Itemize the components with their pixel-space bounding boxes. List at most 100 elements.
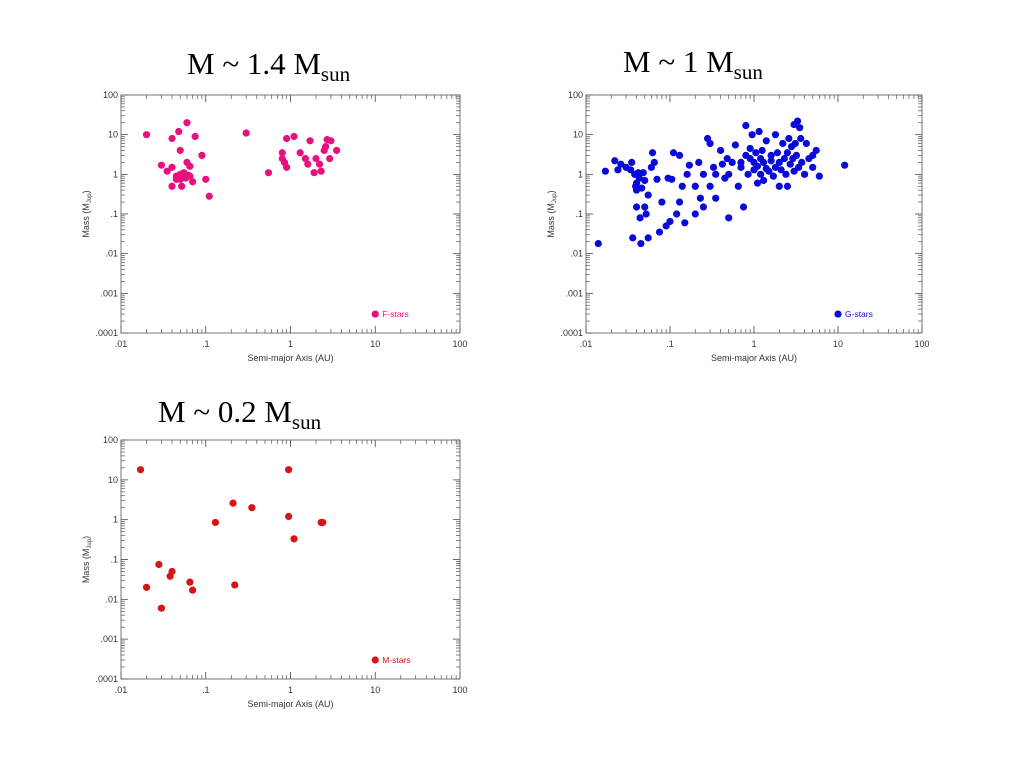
title-subscript: sun xyxy=(320,62,351,86)
data-point xyxy=(301,154,310,163)
data-point xyxy=(629,234,637,242)
data-point xyxy=(783,182,792,190)
data-point xyxy=(699,203,708,211)
data-point xyxy=(753,162,762,170)
data-point xyxy=(780,154,788,163)
y-tick-label: 1 xyxy=(113,169,118,179)
y-tick-label: .001 xyxy=(100,288,118,298)
data-point xyxy=(798,158,806,166)
data-point xyxy=(296,149,304,157)
data-point xyxy=(785,134,793,143)
data-point xyxy=(786,160,794,168)
data-point xyxy=(748,131,756,139)
y-axis-label: Mass (MJup) xyxy=(81,536,93,583)
y-tick-label: .1 xyxy=(575,209,583,219)
data-point xyxy=(666,217,674,226)
title-subscript: sun xyxy=(733,60,763,84)
x-tick-label: 10 xyxy=(833,339,843,349)
data-point xyxy=(614,166,622,174)
data-point xyxy=(762,137,770,145)
data-point xyxy=(696,194,704,202)
data-point xyxy=(639,169,647,177)
data-point xyxy=(198,151,206,160)
data-point xyxy=(779,139,787,148)
data-point xyxy=(611,157,619,165)
data-point xyxy=(767,157,775,165)
title-main: M ~ 1 M xyxy=(623,44,734,79)
data-point xyxy=(186,162,194,170)
data-point xyxy=(168,182,176,190)
data-point xyxy=(617,160,625,168)
x-axis-label: Semi-major Axis (AU) xyxy=(711,353,797,363)
data-point xyxy=(648,149,657,157)
data-point xyxy=(175,127,183,136)
y-tick-label: 1 xyxy=(578,169,583,179)
y-tick-label: .01 xyxy=(105,249,118,259)
data-point xyxy=(669,149,678,157)
data-point xyxy=(753,179,762,187)
data-point xyxy=(668,175,676,183)
data-point xyxy=(136,466,145,474)
data-point xyxy=(155,560,163,569)
y-axis-label-main: Mass (M xyxy=(546,203,556,238)
data-point xyxy=(653,175,661,183)
data-point xyxy=(792,151,801,160)
data-point xyxy=(742,121,750,130)
data-point xyxy=(601,167,609,175)
y-tick-label: 1 xyxy=(113,515,118,525)
x-tick-label: 1 xyxy=(288,685,293,695)
x-tick-label: 100 xyxy=(452,685,467,695)
data-point xyxy=(809,163,817,171)
data-point xyxy=(644,191,652,199)
data-point xyxy=(775,158,783,166)
data-point xyxy=(333,146,341,155)
data-point xyxy=(319,518,327,527)
data-point xyxy=(157,604,166,612)
data-point xyxy=(176,146,184,155)
title-main: M ~ 1.4 M xyxy=(187,46,321,81)
data-point xyxy=(695,158,703,166)
data-point xyxy=(728,158,736,166)
data-point xyxy=(812,146,820,155)
legend-marker xyxy=(834,310,842,318)
data-point xyxy=(675,151,684,160)
data-point xyxy=(734,182,742,190)
y-axis-label-main: Mass (M xyxy=(81,203,91,238)
data-point xyxy=(176,175,184,183)
data-point xyxy=(285,466,293,474)
data-point xyxy=(718,160,726,168)
data-point xyxy=(757,170,765,178)
panel-title: M ~ 0.2 Msun xyxy=(158,396,321,433)
data-point xyxy=(737,163,745,171)
data-point xyxy=(685,161,693,169)
data-point xyxy=(759,176,768,185)
y-tick-label: 100 xyxy=(568,90,583,100)
x-tick-label: 100 xyxy=(452,339,467,349)
y-tick-label: .01 xyxy=(105,594,118,604)
data-point xyxy=(264,169,273,177)
data-point xyxy=(157,161,166,169)
title-subscript: sun xyxy=(291,410,322,434)
data-point xyxy=(791,139,799,148)
data-point xyxy=(758,146,766,155)
data-point xyxy=(642,210,650,218)
data-point xyxy=(650,158,658,166)
legend-label: G-stars xyxy=(845,309,873,319)
y-axis-label-main: Mass (M xyxy=(81,549,91,584)
data-point xyxy=(168,163,176,171)
data-point xyxy=(709,163,718,171)
data-point xyxy=(641,203,649,211)
y-axis-label-subscript: Jup xyxy=(87,193,93,203)
data-point xyxy=(706,139,714,148)
x-tick-label: 10 xyxy=(370,685,380,695)
data-point xyxy=(242,129,250,137)
data-point xyxy=(635,174,643,182)
data-point xyxy=(767,151,775,160)
x-tick-label: 1 xyxy=(751,339,756,349)
data-point xyxy=(773,149,782,157)
data-point xyxy=(142,583,151,591)
y-tick-label: .001 xyxy=(100,634,118,644)
data-point xyxy=(681,219,689,227)
legend-marker xyxy=(371,656,379,664)
